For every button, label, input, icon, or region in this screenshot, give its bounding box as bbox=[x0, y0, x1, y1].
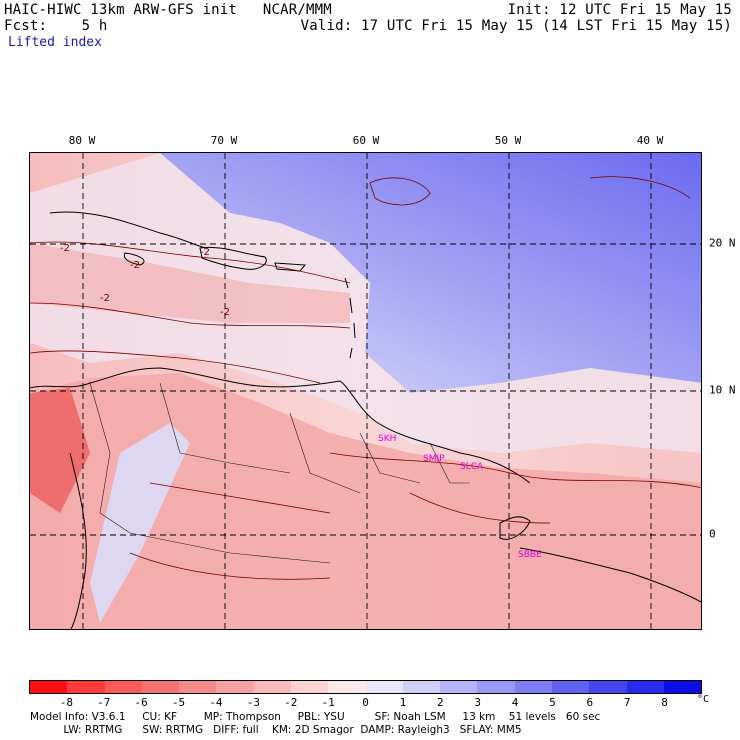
strong-unstable-area bbox=[30, 388, 90, 513]
model-title: HAIC-HIWC 13km ARW-GFS init NCAR/MMM bbox=[4, 2, 332, 18]
contours bbox=[30, 176, 701, 580]
stable-region bbox=[160, 153, 701, 393]
colorbar-tick-label: 0 bbox=[362, 696, 369, 709]
colorbar-tick-label: 7 bbox=[623, 696, 631, 709]
colorbar-tick-label: -6 bbox=[134, 696, 148, 709]
lifted-index-map: -2 -2 -2 -2 -2 SKH SMJP SLCA SBBE bbox=[29, 152, 702, 630]
colorbar-segment bbox=[440, 681, 478, 693]
colorbar-unit: °C bbox=[697, 694, 710, 705]
init-time: Init: 12 UTC Fri 15 May 15 bbox=[507, 2, 732, 18]
forecast-hour: Fcst: 5 h bbox=[4, 18, 108, 34]
contour-label: -2 bbox=[100, 293, 110, 304]
lon-label-60w: 60 W bbox=[352, 134, 380, 147]
colorbar bbox=[29, 680, 702, 694]
colorbar-tick-label: -8 bbox=[59, 696, 73, 709]
station-label: SMJP bbox=[423, 454, 445, 464]
station-label: SKH bbox=[378, 434, 396, 444]
neutral-zone bbox=[30, 153, 701, 453]
colorbar-tick-label: -4 bbox=[209, 696, 223, 709]
colorbar-segment bbox=[477, 681, 515, 693]
colorbar-segment bbox=[402, 681, 441, 693]
model-info-line1: Model Info: V3.6.1 CU: KF MP: Thompson P… bbox=[30, 711, 601, 723]
colorbar-tick-label: 2 bbox=[436, 696, 444, 709]
lat-label-equator: 0 bbox=[709, 527, 716, 541]
colorbar-segment bbox=[365, 681, 403, 693]
colorbar-segment bbox=[179, 681, 217, 693]
contour-label: -2 bbox=[130, 260, 140, 271]
colorbar-segment bbox=[290, 681, 329, 693]
model-info-line2: LW: RRTMG SW: RRTMG DIFF: full KM: 2D Sm… bbox=[30, 724, 522, 736]
station-label: SLCA bbox=[460, 462, 484, 472]
coastlines bbox=[30, 211, 701, 629]
colorbar-tick-label: -2 bbox=[284, 696, 298, 709]
colorbar-segment bbox=[663, 681, 702, 693]
valid-time: Valid: 17 UTC Fri 15 May 15 (14 LST Fri … bbox=[300, 18, 732, 34]
station-label: SBBE bbox=[518, 550, 542, 560]
caribbean-band bbox=[30, 243, 350, 323]
colorbar-segment bbox=[514, 681, 552, 693]
map-canvas: -2 -2 -2 -2 -2 SKH SMJP SLCA SBBE bbox=[30, 153, 701, 629]
colorbar-tick-label: -1 bbox=[321, 696, 335, 709]
colorbar-tick-label: 5 bbox=[549, 696, 556, 709]
contour-label: -2 bbox=[60, 243, 70, 254]
colorbar-segment bbox=[253, 681, 291, 693]
contour-label: -2 bbox=[200, 247, 210, 258]
andes-stable-tongue bbox=[90, 423, 190, 623]
unstable-region bbox=[30, 373, 701, 629]
colorbar-tick-label: 8 bbox=[661, 696, 668, 709]
lat-label-10n: 10 N bbox=[709, 383, 736, 397]
colorbar-segment bbox=[67, 681, 105, 693]
colorbar-segment bbox=[141, 681, 180, 693]
colorbar-segment bbox=[216, 681, 254, 693]
colorbar-segment bbox=[626, 681, 664, 693]
colorbar-tick-label: -5 bbox=[171, 696, 186, 709]
colorbar-tick-label: 3 bbox=[474, 696, 481, 709]
colorbar-tick-label: 1 bbox=[399, 696, 407, 709]
field-name: Lifted index bbox=[8, 35, 102, 50]
colorbar-tick-label: 6 bbox=[586, 696, 594, 709]
lat-label-20n: 20 N bbox=[709, 236, 736, 250]
lon-label-80w: 80 W bbox=[68, 134, 96, 147]
lon-label-40w: 40 W bbox=[636, 134, 664, 147]
colorbar-tick-label: -7 bbox=[97, 696, 111, 709]
colorbar-segment bbox=[328, 681, 366, 693]
lat-lon-grid bbox=[30, 153, 701, 629]
colorbar-tick-label: -3 bbox=[246, 696, 260, 709]
lon-label-70w: 70 W bbox=[210, 134, 238, 147]
contour-label: -2 bbox=[220, 307, 230, 318]
colorbar-tick-label: 4 bbox=[511, 696, 519, 709]
colorbar-segment bbox=[30, 681, 68, 693]
colorbar-segment bbox=[589, 681, 627, 693]
lon-label-50w: 50 W bbox=[494, 134, 522, 147]
colorbar-segment bbox=[104, 681, 142, 693]
colorbar-segment bbox=[551, 681, 590, 693]
